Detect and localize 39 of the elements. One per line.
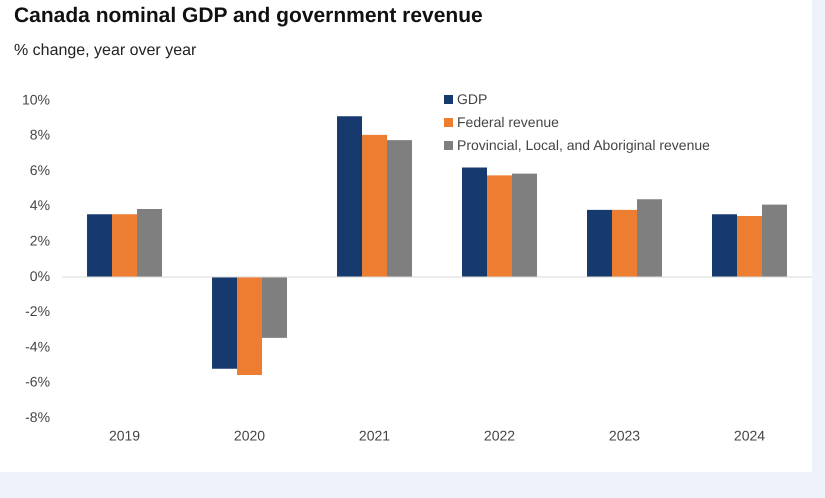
bar bbox=[512, 174, 538, 277]
legend-label: GDP bbox=[457, 90, 488, 109]
bar bbox=[462, 167, 488, 277]
y-tick-label: 2% bbox=[30, 232, 50, 249]
y-tick-label: 6% bbox=[30, 162, 50, 178]
bar bbox=[737, 216, 762, 277]
bar bbox=[612, 210, 638, 277]
legend-label: Provincial, Local, and Aboriginal revenue bbox=[457, 136, 710, 155]
chart-title: Canada nominal GDP and government revenue bbox=[14, 4, 483, 28]
y-tick-label: 4% bbox=[30, 197, 50, 214]
x-tick-label: 2023 bbox=[608, 427, 640, 444]
y-tick-label: -8% bbox=[25, 409, 50, 426]
x-tick-label: 2020 bbox=[234, 427, 266, 444]
bar bbox=[362, 134, 388, 277]
bar bbox=[587, 210, 612, 277]
y-tick-label: 0% bbox=[30, 268, 50, 284]
y-tick-label: 10% bbox=[22, 91, 50, 108]
bar bbox=[762, 204, 787, 277]
bar bbox=[237, 276, 262, 375]
bar bbox=[262, 276, 288, 338]
x-tick-label: 2022 bbox=[484, 427, 516, 444]
x-tick-label: 2021 bbox=[358, 427, 390, 444]
bar bbox=[712, 214, 737, 277]
bar bbox=[87, 214, 112, 277]
chart-subtitle: % change, year over year bbox=[14, 42, 196, 60]
y-tick-label: 8% bbox=[30, 126, 50, 143]
bar bbox=[112, 214, 138, 277]
bar bbox=[637, 199, 662, 277]
y-tick-label: -4% bbox=[25, 338, 50, 354]
x-tick-label: 2019 bbox=[108, 427, 140, 444]
bar bbox=[387, 140, 412, 277]
legend-label: Federal revenue bbox=[457, 113, 559, 132]
bar bbox=[137, 208, 162, 277]
y-tick-label: -2% bbox=[25, 303, 50, 320]
bar bbox=[212, 276, 238, 369]
bar bbox=[337, 116, 362, 277]
bar bbox=[487, 175, 512, 277]
x-tick-label: 2024 bbox=[734, 427, 766, 444]
y-tick-label: -6% bbox=[25, 374, 50, 390]
